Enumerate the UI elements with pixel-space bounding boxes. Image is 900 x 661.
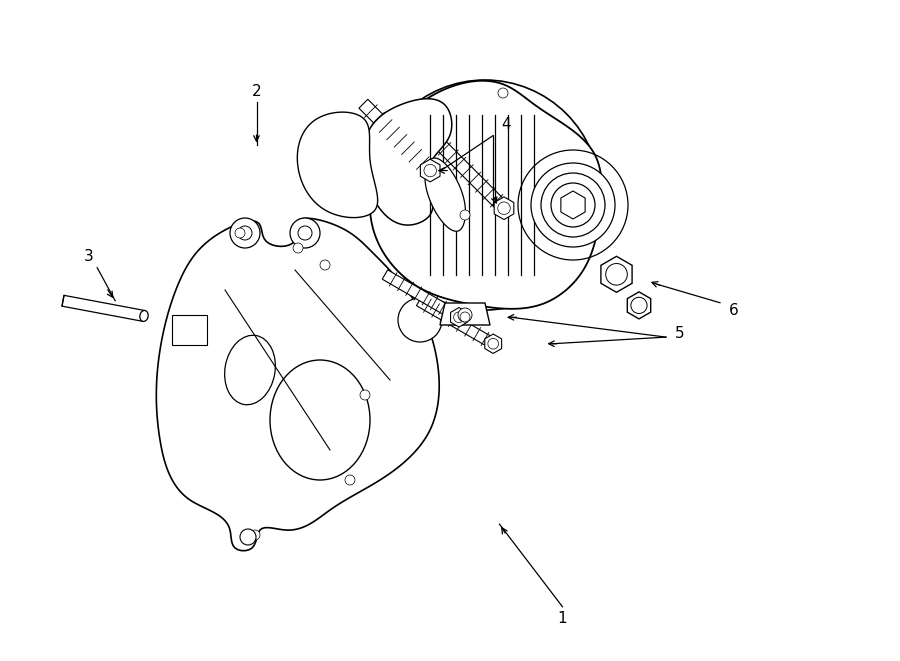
- Circle shape: [541, 173, 605, 237]
- Circle shape: [458, 308, 472, 322]
- Polygon shape: [494, 197, 514, 219]
- Polygon shape: [601, 256, 632, 292]
- Text: 3: 3: [84, 249, 93, 264]
- Text: 6: 6: [729, 303, 738, 318]
- Circle shape: [230, 218, 260, 248]
- Polygon shape: [297, 112, 378, 217]
- Circle shape: [240, 529, 256, 545]
- Circle shape: [398, 298, 442, 342]
- Ellipse shape: [140, 311, 148, 321]
- Polygon shape: [451, 307, 467, 327]
- Circle shape: [293, 243, 303, 253]
- Polygon shape: [382, 270, 462, 322]
- Polygon shape: [420, 159, 440, 182]
- Circle shape: [498, 88, 508, 98]
- Circle shape: [460, 210, 470, 220]
- Polygon shape: [370, 81, 602, 309]
- Text: 1: 1: [558, 611, 567, 625]
- Circle shape: [250, 530, 260, 540]
- Circle shape: [235, 228, 245, 238]
- Text: 4: 4: [501, 117, 510, 132]
- Polygon shape: [359, 99, 435, 175]
- Circle shape: [290, 218, 320, 248]
- Polygon shape: [627, 292, 651, 319]
- Circle shape: [531, 163, 615, 247]
- Circle shape: [460, 312, 470, 322]
- Polygon shape: [433, 137, 508, 213]
- Polygon shape: [440, 303, 490, 325]
- Polygon shape: [62, 295, 145, 321]
- Circle shape: [345, 475, 355, 485]
- Polygon shape: [417, 296, 496, 348]
- Circle shape: [360, 390, 370, 400]
- Polygon shape: [425, 158, 465, 231]
- Circle shape: [551, 183, 595, 227]
- Polygon shape: [561, 191, 585, 219]
- Circle shape: [238, 226, 252, 240]
- Circle shape: [320, 260, 330, 270]
- Text: 5: 5: [675, 327, 684, 341]
- Circle shape: [298, 226, 312, 240]
- FancyBboxPatch shape: [172, 315, 207, 345]
- Text: 2: 2: [252, 84, 261, 98]
- Polygon shape: [364, 98, 452, 225]
- Circle shape: [370, 80, 600, 310]
- Ellipse shape: [270, 360, 370, 480]
- Polygon shape: [485, 334, 501, 354]
- Ellipse shape: [225, 335, 275, 405]
- Polygon shape: [157, 218, 439, 551]
